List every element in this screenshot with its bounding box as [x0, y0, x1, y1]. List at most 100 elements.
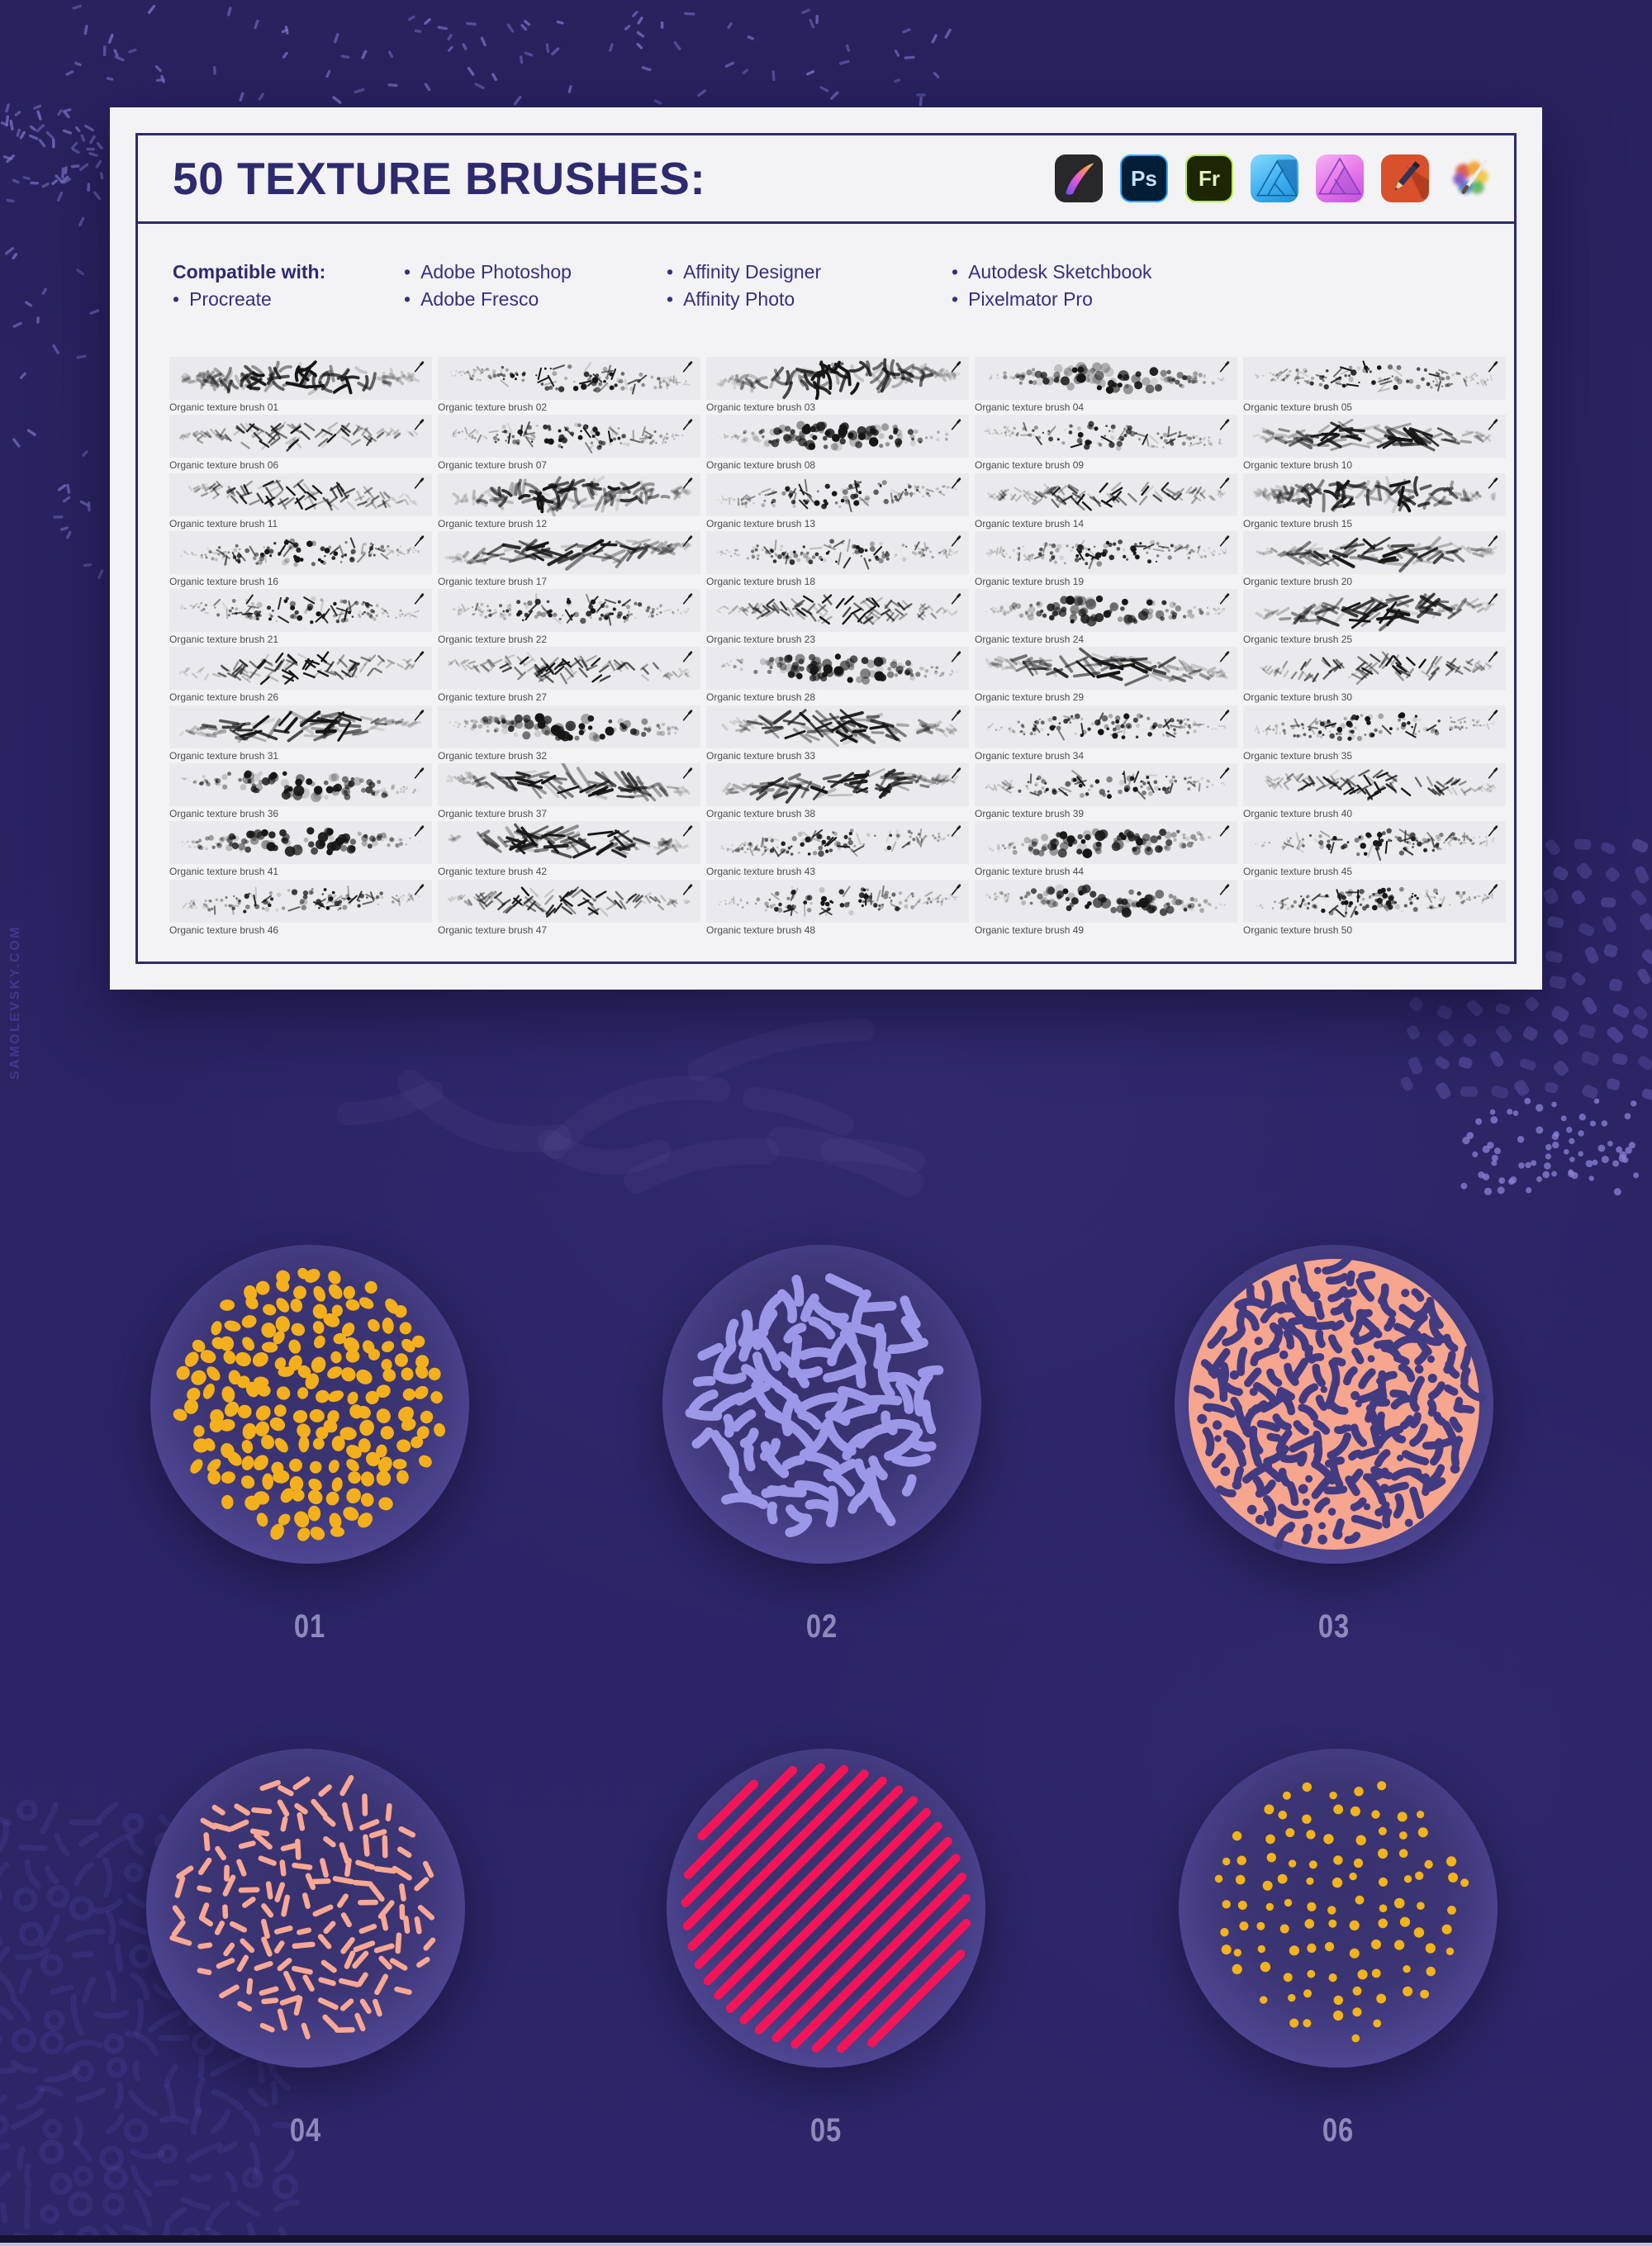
compat-item: Adobe Photoshop: [404, 259, 667, 286]
brush-cell: Organic texture brush 14: [975, 472, 1237, 531]
brush-pencil-icon: [414, 825, 425, 837]
brush-cell: Organic texture brush 12: [438, 472, 700, 531]
brush-pencil-icon: [951, 651, 961, 663]
brush-label: Organic texture brush 09: [975, 459, 1085, 472]
brush-cell: Organic texture brush 06: [169, 415, 432, 472]
brush-sample: [706, 530, 969, 574]
brush-pencil-icon: [1219, 593, 1230, 605]
texture-sample-03: 03: [1173, 1243, 1495, 1664]
brush-label: Organic texture brush 33: [706, 749, 816, 762]
brush-sample: [975, 705, 1237, 748]
brush-pencil-icon: [1488, 825, 1498, 837]
brush-label: Organic texture brush 02: [438, 401, 548, 413]
brush-cell: Organic texture brush 28: [706, 647, 969, 705]
brush-pencil-icon: [1488, 710, 1498, 721]
brush-label: Organic texture brush 13: [706, 517, 816, 529]
brush-cell: Organic texture brush 49: [975, 879, 1237, 938]
compat-item: Procreate: [173, 286, 404, 313]
brush-cell: Organic texture brush 38: [706, 763, 969, 821]
sample-number: 03: [1317, 1608, 1351, 1645]
card-body: Compatible with: Procreate Adobe Photosh…: [138, 224, 1514, 962]
brush-sample: [438, 415, 700, 458]
compat-item: Affinity Designer: [667, 259, 952, 286]
sample-number: 01: [293, 1608, 326, 1645]
compat-item: Pixelmator Pro: [952, 286, 1307, 313]
brush-sample: [169, 763, 432, 807]
brush-sample: [706, 357, 969, 400]
brush-pencil-icon: [951, 825, 961, 837]
brush-label: Organic texture brush 26: [169, 691, 279, 704]
brush-sample: [1243, 530, 1506, 574]
brush-sample: [975, 357, 1237, 400]
brush-pencil-icon: [414, 593, 425, 605]
watermark: SAMOLEVSKY.COM: [8, 925, 22, 1080]
brush-sample: [438, 589, 700, 633]
brush-label: Organic texture brush 14: [975, 517, 1085, 529]
brush-label: Organic texture brush 04: [975, 401, 1085, 413]
brush-pencil-icon: [414, 884, 425, 895]
brush-cell: Organic texture brush 31: [169, 705, 432, 763]
brush-sample: [1243, 763, 1506, 807]
brush-sample: [1243, 472, 1506, 516]
brush-pencil-icon: [682, 535, 693, 547]
brush-pencil-icon: [414, 477, 425, 489]
brush-pencil-icon: [1219, 651, 1230, 663]
brush-cell: Organic texture brush 18: [706, 530, 969, 589]
brush-sample: [169, 821, 432, 865]
brush-pencil-icon: [1488, 535, 1498, 547]
brush-pencil-icon: [1219, 825, 1230, 837]
compat-item: Autodesk Sketchbook: [952, 259, 1307, 286]
brush-label: Organic texture brush 27: [438, 691, 548, 704]
brush-label: Organic texture brush 15: [1243, 517, 1353, 529]
brush-cell: Organic texture brush 24: [975, 589, 1237, 647]
brush-pencil-icon: [414, 361, 425, 373]
brush-label: Organic texture brush 38: [706, 808, 816, 820]
brush-cell: Organic texture brush 43: [706, 821, 969, 879]
brush-label: Organic texture brush 24: [975, 634, 1085, 646]
brush-sample: [975, 647, 1237, 691]
brush-pencil-icon: [1488, 361, 1498, 373]
brush-sample: [438, 705, 700, 748]
fresco-glyph: Fr: [1199, 165, 1220, 191]
brush-label: Organic texture brush 16: [169, 575, 279, 587]
brush-cell: Organic texture brush 46: [169, 879, 432, 938]
brush-label: Organic texture brush 11: [169, 517, 278, 529]
brush-cell: Organic texture brush 01: [169, 357, 432, 415]
brush-cell: Organic texture brush 40: [1243, 763, 1506, 821]
brush-cell: Organic texture brush 07: [438, 415, 700, 472]
brush-pencil-icon: [951, 477, 961, 489]
brush-pencil-icon: [1219, 535, 1230, 547]
brush-cell: Organic texture brush 22: [438, 589, 700, 647]
brush-sample: [438, 530, 700, 574]
brush-pencil-icon: [682, 477, 693, 489]
texture-sample-04: 04: [145, 1747, 467, 2168]
brush-label: Organic texture brush 35: [1243, 749, 1353, 762]
brush-label: Organic texture brush 46: [169, 924, 279, 936]
brush-pencil-icon: [682, 884, 693, 895]
sample-number: 05: [809, 2112, 843, 2149]
brush-cell: Organic texture brush 05: [1243, 357, 1506, 415]
brush-label: Organic texture brush 49: [975, 924, 1085, 936]
brush-sample: [975, 763, 1237, 807]
brush-label: Organic texture brush 40: [1243, 808, 1353, 820]
brush-sample: [169, 705, 432, 748]
fresco-icon: Fr: [1185, 154, 1233, 202]
brush-cell: Organic texture brush 03: [706, 357, 969, 415]
brush-label: Organic texture brush 06: [169, 459, 279, 472]
brush-cell: Organic texture brush 39: [975, 763, 1237, 821]
brush-label: Organic texture brush 18: [706, 575, 816, 587]
brush-sample: [975, 821, 1237, 865]
brush-label: Organic texture brush 12: [438, 517, 548, 529]
brush-catalog-card: 50 TEXTURE BRUSHES: Ps: [110, 107, 1542, 990]
brush-pencil-icon: [1219, 710, 1230, 721]
brush-cell: Organic texture brush 02: [438, 357, 700, 415]
brush-label: Organic texture brush 05: [1243, 401, 1353, 413]
brush-sample: [706, 647, 969, 691]
brush-cell: Organic texture brush 34: [975, 705, 1237, 763]
brush-cell: Organic texture brush 42: [438, 821, 700, 879]
brush-pencil-icon: [414, 710, 425, 721]
brush-label: Organic texture brush 08: [706, 459, 816, 472]
brush-cell: Organic texture brush 04: [975, 357, 1237, 415]
brush-cell: Organic texture brush 29: [975, 647, 1237, 705]
brush-label: Organic texture brush 41: [169, 866, 279, 878]
